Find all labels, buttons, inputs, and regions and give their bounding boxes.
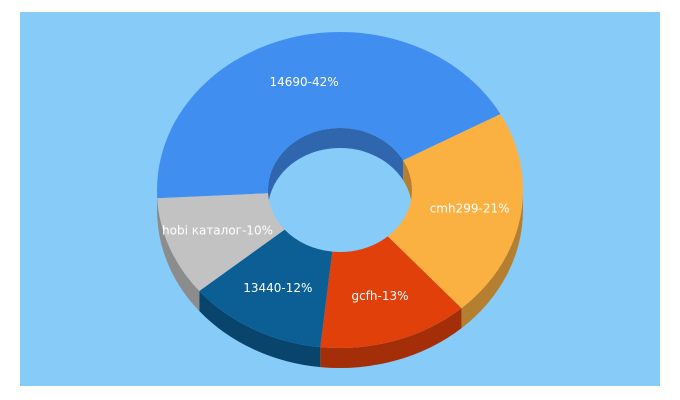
slice-hole-wall-14690 [268, 127, 404, 210]
slice-label-gcfh: gcfh-13% [351, 289, 408, 303]
slice-side-hobi-каталог [157, 198, 200, 311]
slice-label-13440: 13440-12% [243, 281, 312, 295]
donut-sides [157, 190, 523, 368]
slice-gcfh [320, 236, 462, 348]
slice-side-gcfh [320, 308, 462, 368]
slice-side-13440 [199, 291, 321, 368]
slice-side-cmh299 [461, 190, 523, 329]
donut-tops [156, 31, 524, 348]
slice-14690 [156, 31, 501, 199]
slice-hobi-каталог [157, 193, 285, 291]
slice-13440 [199, 229, 333, 348]
donut-hole-walls [268, 127, 412, 210]
slice-hole-wall-cmh299 [403, 160, 412, 210]
slice-label-cmh299: cmh299-21% [430, 202, 510, 216]
slice-label-14690: 14690-42% [270, 75, 339, 89]
slice-labels: 14690-42% cmh299-21% gcfh-13% 13440-12% hobi… [162, 75, 509, 303]
slice-label-hobi-каталог: hobi каталог-10% [162, 223, 273, 237]
slice-cmh299 [387, 114, 524, 309]
